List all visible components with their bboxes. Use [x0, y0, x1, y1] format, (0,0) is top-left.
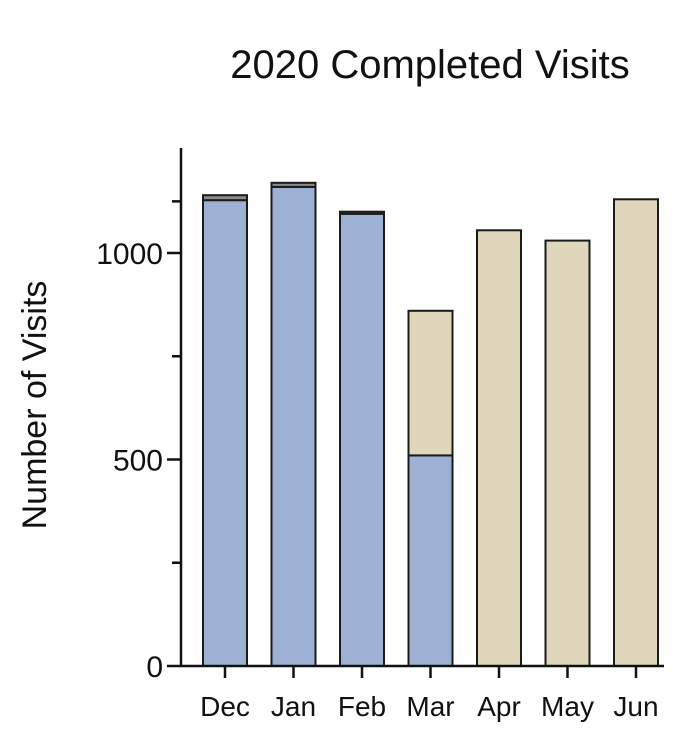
x-tick-label-jan: Jan [271, 691, 316, 722]
bar-jun-segment-2 [613, 198, 659, 668]
x-tick-label-feb: Feb [338, 691, 386, 722]
bar-feb-segment-1 [339, 212, 385, 668]
bar-jan-segment-3 [270, 181, 317, 188]
x-tick-label-jun: Jun [613, 691, 658, 722]
y-tick-label-1000: 1000 [96, 238, 163, 271]
bar-jan-segment-1 [270, 185, 317, 667]
x-tick-label-mar: Mar [406, 691, 454, 722]
y-axis-label: Number of Visits [16, 281, 54, 530]
x-tick-label-dec: Dec [200, 691, 250, 722]
x-tick-label-may: May [541, 691, 594, 722]
bars-group [202, 181, 659, 668]
x-ticks-group: Dec Jan Feb Mar Apr May Jun [200, 666, 659, 722]
bar-dec-segment-3 [202, 194, 248, 202]
y-ticks-group: 0 500 1000 [96, 200, 181, 684]
bar-dec-segment-1 [202, 199, 248, 667]
y-tick-label-0: 0 [146, 651, 163, 684]
bar-may-segment-2 [544, 239, 591, 667]
bar-mar-segment-1 [407, 454, 454, 667]
y-tick-label-500: 500 [113, 445, 163, 478]
x-tick-label-apr: Apr [477, 691, 521, 722]
bar-feb-segment-3 [339, 210, 385, 215]
bar-mar-segment-2 [407, 309, 454, 457]
bar-apr-segment-2 [476, 229, 522, 668]
chart-title: 2020 Completed Visits [230, 43, 630, 87]
